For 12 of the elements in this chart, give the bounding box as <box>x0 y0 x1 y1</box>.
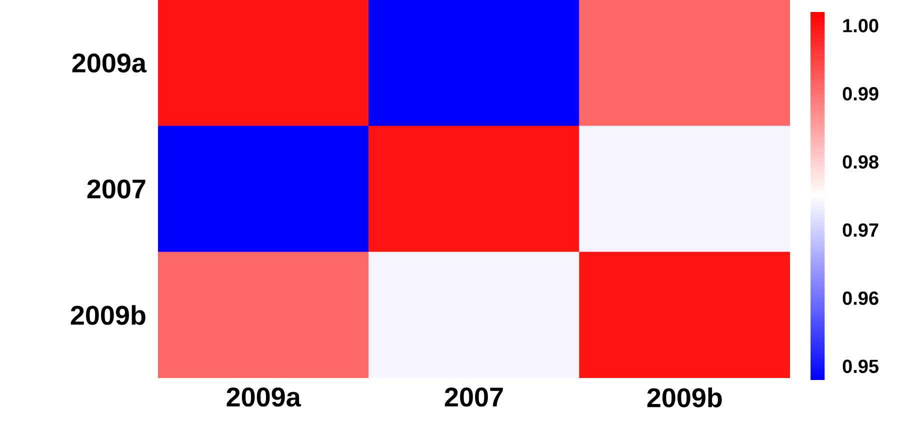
color-bar-label: 0.95 <box>842 360 879 374</box>
x-tick-label: 2009a <box>226 388 302 407</box>
color-bar-label: 0.97 <box>842 223 878 237</box>
y-tick-label: 2009b <box>70 305 146 325</box>
color-bar-label: 1.00 <box>843 18 878 32</box>
x-tick-label: 2007 <box>444 388 503 407</box>
color-bar-label: 0.99 <box>842 87 878 100</box>
x-tick-label: 2009b <box>647 388 722 408</box>
color-bar-label: 0.98 <box>842 155 878 169</box>
color-bar-label: 0.96 <box>842 291 878 305</box>
y-tick-label: 2009a <box>72 53 147 73</box>
y-tick-label: 2007 <box>87 179 146 199</box>
